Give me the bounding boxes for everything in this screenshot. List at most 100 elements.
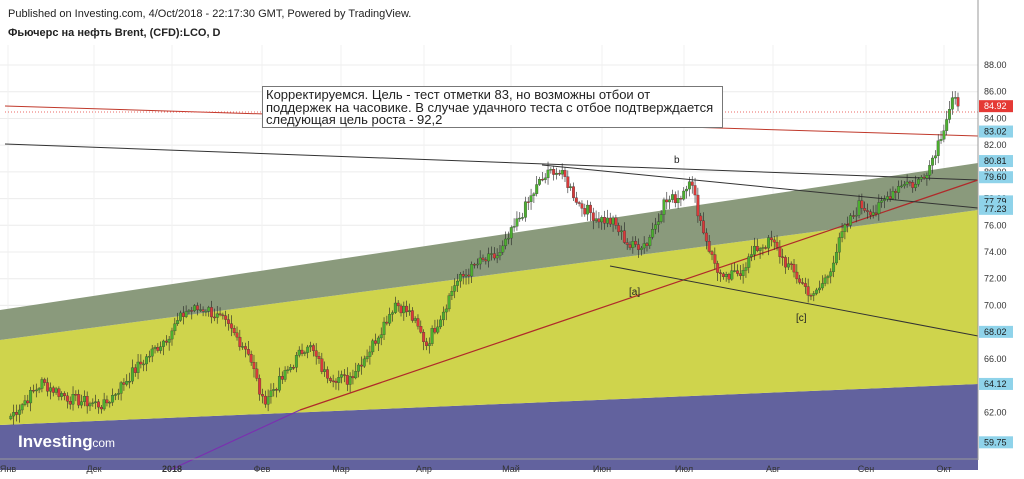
- candle-body: [294, 355, 298, 368]
- candle-body: [809, 295, 813, 297]
- candle-body: [880, 200, 884, 203]
- candle-body: [546, 169, 550, 179]
- candle-body: [498, 252, 502, 257]
- candle-body: [365, 356, 369, 360]
- purple-zone: [0, 384, 978, 470]
- candle-body: [300, 349, 304, 354]
- candle-body: [857, 200, 861, 216]
- candle-body: [179, 312, 182, 321]
- candle-body: [9, 415, 13, 420]
- candle-body: [111, 395, 115, 403]
- candle-body: [659, 214, 663, 222]
- price-badge-label: 80.81: [984, 156, 1007, 166]
- candle-body: [487, 253, 491, 262]
- candle-body: [509, 227, 513, 239]
- candle-body: [88, 403, 92, 407]
- candle-body: [207, 307, 211, 312]
- candle-body: [382, 321, 386, 335]
- candle-body: [484, 259, 488, 262]
- candle-body: [170, 330, 174, 340]
- candle-body: [552, 169, 556, 175]
- annotation-box[interactable]: Корректируемся. Цель - тест отметки 83, …: [262, 86, 723, 128]
- candle-body: [888, 196, 892, 199]
- candle-body: [31, 390, 35, 392]
- y-axis-background: [978, 0, 1024, 479]
- candle-body: [758, 248, 762, 251]
- candle-body: [139, 361, 143, 365]
- candle-body: [147, 355, 151, 358]
- candle-body: [504, 238, 508, 247]
- candle-body: [747, 256, 751, 268]
- x-tick-label: 2018: [162, 464, 182, 474]
- candle-body: [823, 277, 827, 284]
- candle-body: [837, 237, 841, 253]
- candle-body: [122, 382, 126, 385]
- candle-body: [741, 270, 745, 276]
- candle-body: [447, 295, 451, 310]
- wave-b-line: [541, 164, 979, 209]
- candle-body: [665, 199, 669, 203]
- candle-body: [801, 282, 804, 284]
- candle-body: [761, 247, 765, 249]
- candle-body: [851, 215, 855, 217]
- wave-label-a: [a]: [629, 287, 640, 298]
- candle-body: [939, 139, 943, 141]
- candle-body: [105, 399, 109, 404]
- candle-body: [727, 274, 731, 280]
- x-axis-ticks: Янв Дек 2018 Фев Мар Апр Май Июн Июл Авг Сен Окт: [0, 464, 952, 474]
- candle-body: [662, 199, 666, 215]
- candle-body: [789, 263, 793, 265]
- candle-body: [755, 246, 759, 251]
- price-badge: [979, 155, 1013, 168]
- candle-body: [162, 340, 165, 347]
- candle-body: [470, 264, 474, 277]
- candle-body: [297, 349, 301, 356]
- candle-body: [475, 263, 479, 266]
- candle-body: [187, 310, 191, 312]
- candle-body: [905, 181, 909, 185]
- candle-body: [326, 369, 329, 379]
- candle-body: [232, 328, 236, 333]
- candle-body: [651, 229, 655, 238]
- candle-body: [900, 185, 903, 188]
- candle-body: [461, 274, 465, 277]
- candle-body: [719, 272, 722, 274]
- candle-body: [153, 347, 157, 350]
- candle-body: [620, 230, 623, 233]
- candle-body: [764, 247, 768, 249]
- candle-body: [204, 311, 208, 313]
- price-badge: [979, 325, 1013, 338]
- candle-body: [549, 169, 553, 171]
- x-tick-label: Янв: [0, 464, 16, 474]
- candle-body: [843, 224, 847, 232]
- y-tick-label: 74.00: [984, 247, 1007, 257]
- candle-body: [331, 380, 335, 382]
- candle-body: [34, 389, 38, 392]
- candle-body: [263, 395, 267, 405]
- candle-body: [393, 302, 397, 313]
- price-badge-label: 83.02: [984, 127, 1007, 137]
- candle-body: [286, 369, 290, 371]
- candle-body: [156, 347, 160, 351]
- candle-body: [181, 312, 185, 317]
- candles: [9, 90, 960, 425]
- candle-body: [467, 274, 471, 277]
- candle-body: [874, 212, 878, 214]
- candle-body: [269, 390, 273, 397]
- y-tick-label: 88.00: [984, 60, 1007, 70]
- candle-body: [685, 188, 689, 192]
- candle-body: [410, 310, 414, 321]
- candle-body: [608, 217, 612, 225]
- candle-body: [919, 177, 923, 180]
- candle-body: [515, 218, 519, 227]
- candle-body: [314, 350, 318, 357]
- candle-body: [453, 285, 457, 292]
- candle-body: [948, 109, 951, 120]
- candle-body: [710, 251, 714, 255]
- candle-body: [306, 346, 310, 353]
- candle-body: [490, 253, 493, 255]
- candle-body: [23, 400, 27, 405]
- descending-resistance-line: [4, 143, 979, 181]
- candle-body: [277, 376, 281, 391]
